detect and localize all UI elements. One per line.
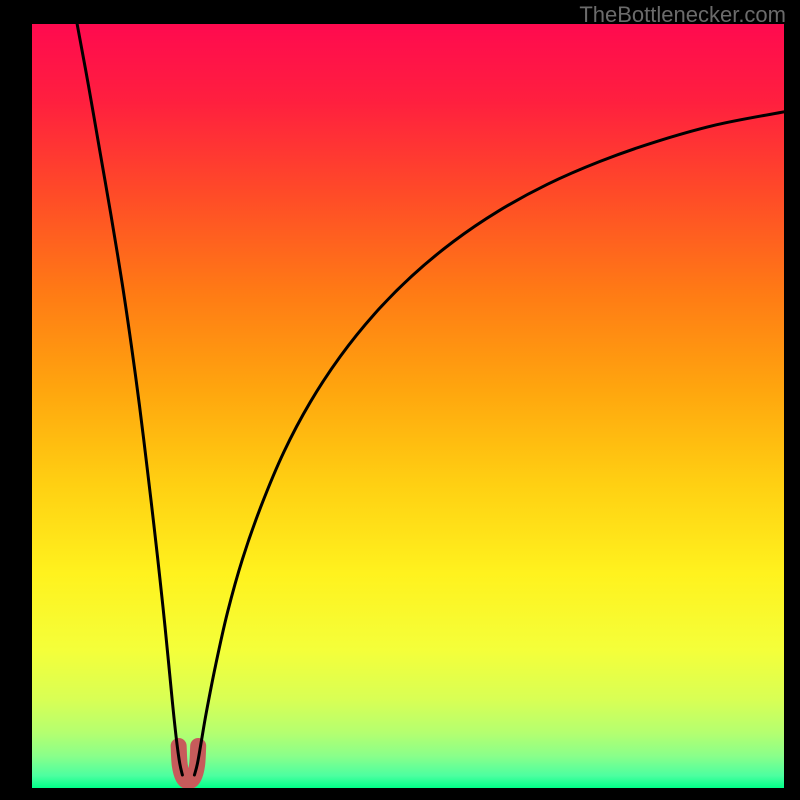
watermark-text: TheBottlenecker.com bbox=[579, 2, 786, 28]
plot-svg bbox=[32, 24, 784, 788]
chart-stage: TheBottlenecker.com bbox=[0, 0, 800, 800]
plot-area bbox=[32, 24, 784, 788]
gradient-background bbox=[32, 24, 784, 788]
